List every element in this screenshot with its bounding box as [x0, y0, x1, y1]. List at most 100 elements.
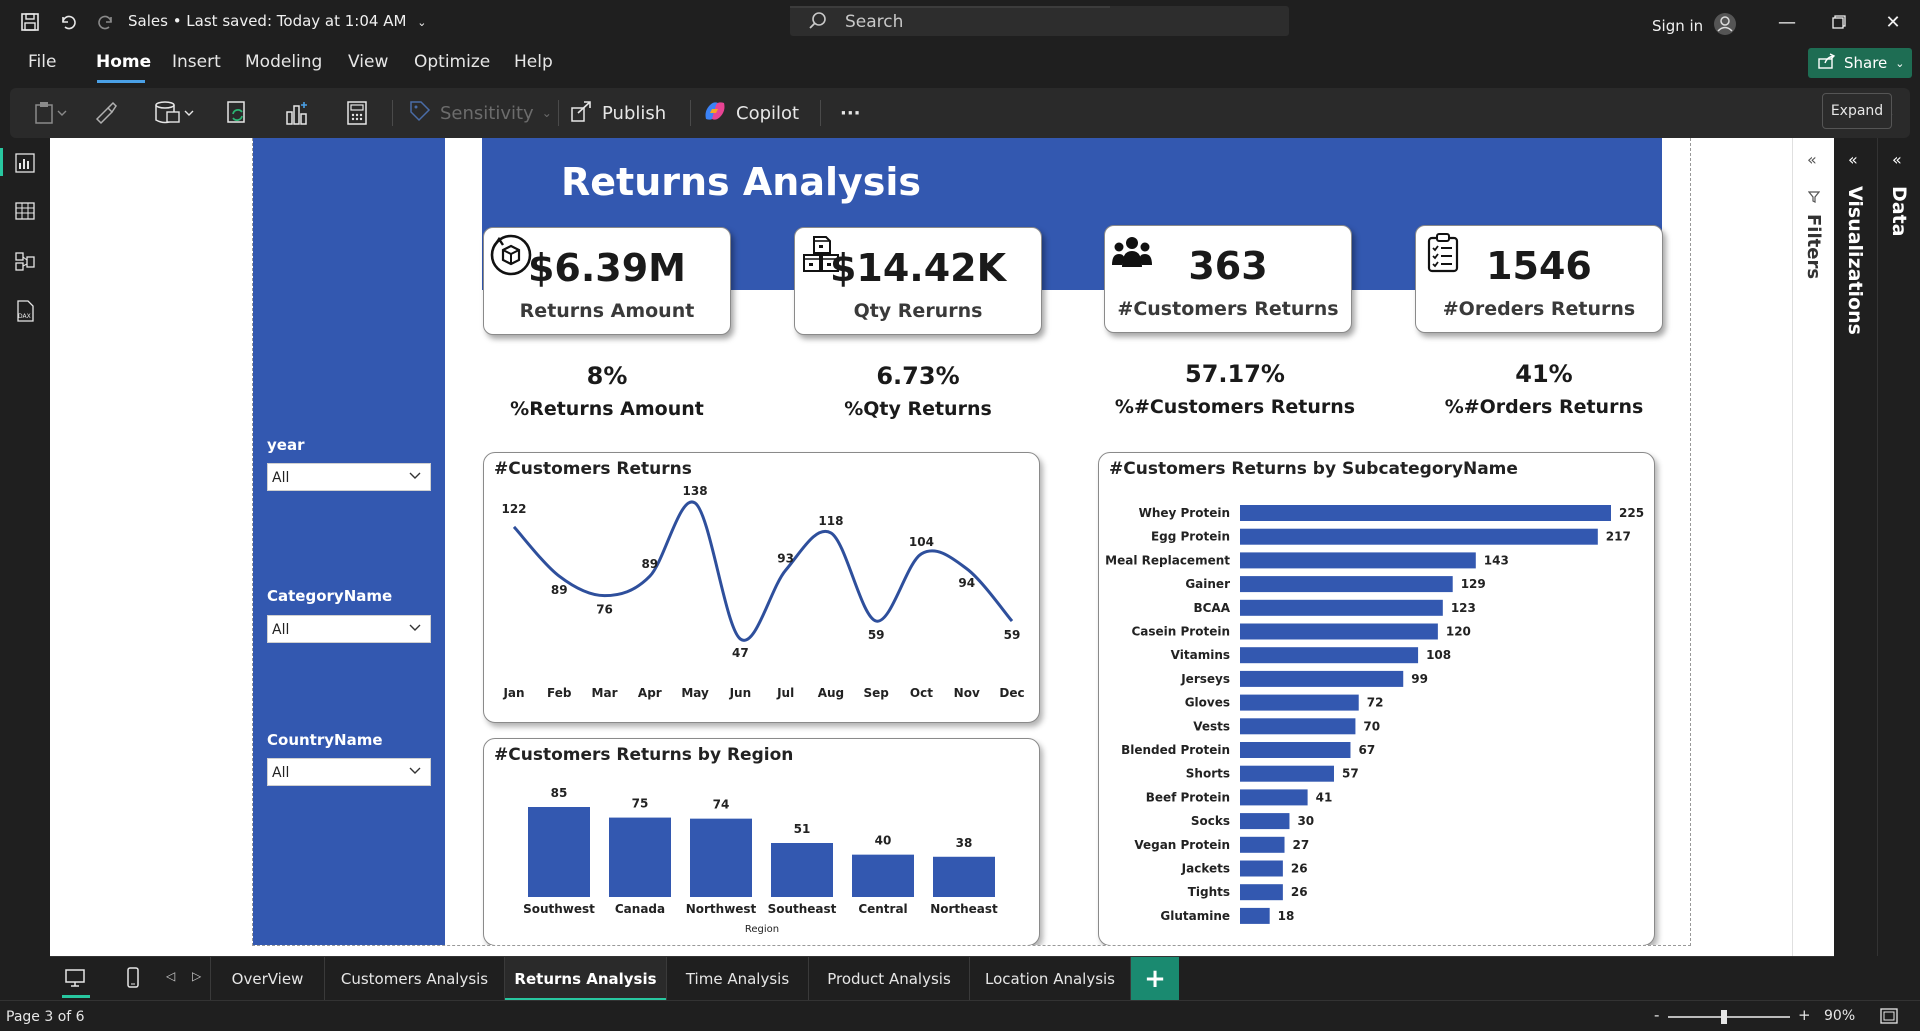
chart-title: #Customers Returns by SubcategoryName	[1109, 459, 1518, 479]
tab-product-analysis[interactable]: Product Analysis	[808, 957, 969, 1001]
fit-to-page-icon[interactable]	[1880, 1008, 1898, 1028]
tab-customers-analysis[interactable]: Customers Analysis	[324, 957, 504, 1001]
menu-insert[interactable]: Insert	[172, 52, 221, 72]
previous-page-icon[interactable]: ◁	[166, 969, 176, 983]
search-top-highlight	[790, 6, 1110, 8]
next-page-icon[interactable]: ▷	[192, 969, 202, 983]
year-slicer-dropdown[interactable]: All	[267, 463, 431, 491]
bar-data-label: 217	[1606, 530, 1631, 544]
save-icon[interactable]	[16, 8, 44, 36]
filters-pane[interactable]: « Filters	[1792, 138, 1834, 956]
kpi-card-returns-amount[interactable]: $6.39M Returns Amount	[483, 227, 731, 335]
minimize-icon[interactable]: —	[1778, 11, 1796, 33]
active-menu-indicator	[97, 80, 145, 83]
visualizations-pane[interactable]: « Visualizations	[1834, 138, 1877, 956]
search-input[interactable]: Search	[790, 6, 1289, 36]
new-measure-icon[interactable]	[346, 97, 368, 129]
customers-returns-by-subcategory-chart[interactable]: #Customers Returns by SubcategoryName Wh…	[1098, 452, 1655, 945]
tab-location-analysis[interactable]: Location Analysis	[969, 957, 1131, 1001]
country-slicer-dropdown[interactable]: All	[267, 758, 431, 786]
region-bar	[690, 818, 752, 897]
mobile-layout-icon[interactable]	[126, 967, 140, 993]
bar-data-label: 75	[632, 797, 649, 811]
zoom-in-button[interactable]: +	[1798, 1006, 1811, 1024]
pct-label: %#Customers Returns	[1114, 396, 1356, 418]
publish-icon	[570, 99, 594, 128]
tab-overview[interactable]: OverView	[210, 957, 324, 1001]
pct-label: %Qty Returns	[844, 398, 992, 420]
double-chevron-left-icon[interactable]: «	[1807, 150, 1817, 169]
menu-modeling[interactable]: Modeling	[245, 52, 323, 72]
line-data-label: 104	[909, 535, 934, 549]
y-tick-label: Casein Protein	[1131, 625, 1230, 639]
y-tick-label: Jackets	[1181, 862, 1230, 876]
document-title[interactable]: Sales • Last saved: Today at 1:04 AM ⌄	[128, 12, 427, 30]
tab-time-analysis[interactable]: Time Analysis	[666, 957, 808, 1001]
menu-optimize[interactable]: Optimize	[414, 52, 491, 72]
table-view-icon[interactable]	[12, 198, 38, 224]
more-options-button[interactable]: ···	[840, 102, 861, 124]
line-data-label: 118	[818, 514, 843, 528]
kpi-label: Qty Rerurns	[853, 300, 983, 322]
slicer-country-title: CountryName	[267, 731, 383, 749]
menu-home[interactable]: Home	[96, 52, 152, 72]
subcategory-bar	[1240, 694, 1359, 711]
new-visual-icon[interactable]	[284, 97, 310, 129]
publish-button[interactable]: Publish	[570, 97, 666, 129]
active-view-indicator	[0, 148, 3, 176]
model-view-icon[interactable]	[12, 248, 38, 274]
double-chevron-left-icon[interactable]: «	[1848, 150, 1858, 169]
copilot-button[interactable]: Copilot	[702, 97, 799, 129]
chevron-down-icon: ⌄	[541, 106, 552, 120]
refresh-icon[interactable]	[224, 97, 250, 129]
customers-returns-by-region-chart[interactable]: #Customers Returns by Region 85 Southwest…	[483, 738, 1040, 945]
pct-orders-returns: 41% %#Orders Returns	[1394, 360, 1690, 418]
format-painter-icon[interactable]	[94, 97, 118, 129]
customers-returns-line-chart[interactable]: #Customers Returns 122 Jan 89 Feb 76 Mar 89 Apr…	[483, 452, 1040, 723]
menu-help[interactable]: Help	[514, 52, 553, 72]
paste-icon[interactable]	[34, 97, 68, 129]
y-tick-label: Blended Protein	[1121, 743, 1230, 757]
undo-icon[interactable]	[54, 8, 82, 36]
add-page-button[interactable]: +	[1131, 957, 1179, 1001]
report-view-icon[interactable]	[12, 150, 38, 176]
get-data-icon[interactable]	[153, 97, 197, 129]
category-slicer-value: All	[272, 622, 290, 638]
sensitivity-button[interactable]: Sensitivity ⌄	[408, 97, 552, 129]
line-data-label: 59	[868, 628, 885, 642]
report-canvas: year All CategoryName All CountryName Al…	[50, 138, 1834, 956]
tab-returns-analysis[interactable]: Returns Analysis	[504, 957, 666, 1001]
kpi-card-customers-returns[interactable]: 363 #Customers Returns	[1104, 225, 1352, 333]
page-tabs-bar: ◁ ▷ OverView Customers Analysis Returns …	[50, 956, 1834, 1001]
y-tick-label: Meal Replacement	[1105, 553, 1230, 567]
data-label: Data	[1888, 186, 1910, 237]
kpi-card-orders-returns[interactable]: 1546 #Oreders Returns	[1415, 225, 1663, 333]
chevron-down-icon[interactable]: ⌄	[417, 16, 427, 29]
redo-icon[interactable]	[92, 8, 120, 36]
pct-value: 57.17%	[1185, 360, 1285, 388]
menu-view[interactable]: View	[348, 52, 389, 72]
kpi-card-qty-returns[interactable]: $14.42K Qty Rerurns	[794, 227, 1042, 335]
restore-icon[interactable]	[1822, 8, 1856, 36]
share-icon	[1818, 53, 1836, 73]
close-icon[interactable]: ✕	[1885, 11, 1901, 33]
menu-file[interactable]: File	[28, 52, 57, 72]
zoom-out-button[interactable]: -	[1654, 1006, 1660, 1024]
x-tick-label: Central	[858, 902, 907, 916]
sign-in-button[interactable]: Sign in	[1652, 12, 1737, 40]
zoom-slider-thumb[interactable]	[1721, 1010, 1727, 1024]
bar-data-label: 72	[1367, 696, 1384, 710]
dax-query-view-icon[interactable]: DAX	[12, 298, 38, 324]
desktop-layout-icon[interactable]	[64, 967, 86, 993]
chevron-down-icon: ⌄	[1895, 56, 1905, 70]
expand-tooltip: Expand	[1822, 93, 1892, 129]
data-pane[interactable]: « Data	[1877, 138, 1920, 956]
zoom-slider[interactable]	[1668, 1016, 1790, 1018]
double-chevron-left-icon[interactable]: «	[1892, 150, 1902, 169]
y-tick-label: Gloves	[1185, 696, 1230, 710]
share-button[interactable]: Share ⌄	[1808, 48, 1912, 78]
ribbon-separator	[820, 100, 821, 126]
category-slicer-dropdown[interactable]: All	[267, 615, 431, 643]
sign-in-label: Sign in	[1652, 17, 1704, 35]
